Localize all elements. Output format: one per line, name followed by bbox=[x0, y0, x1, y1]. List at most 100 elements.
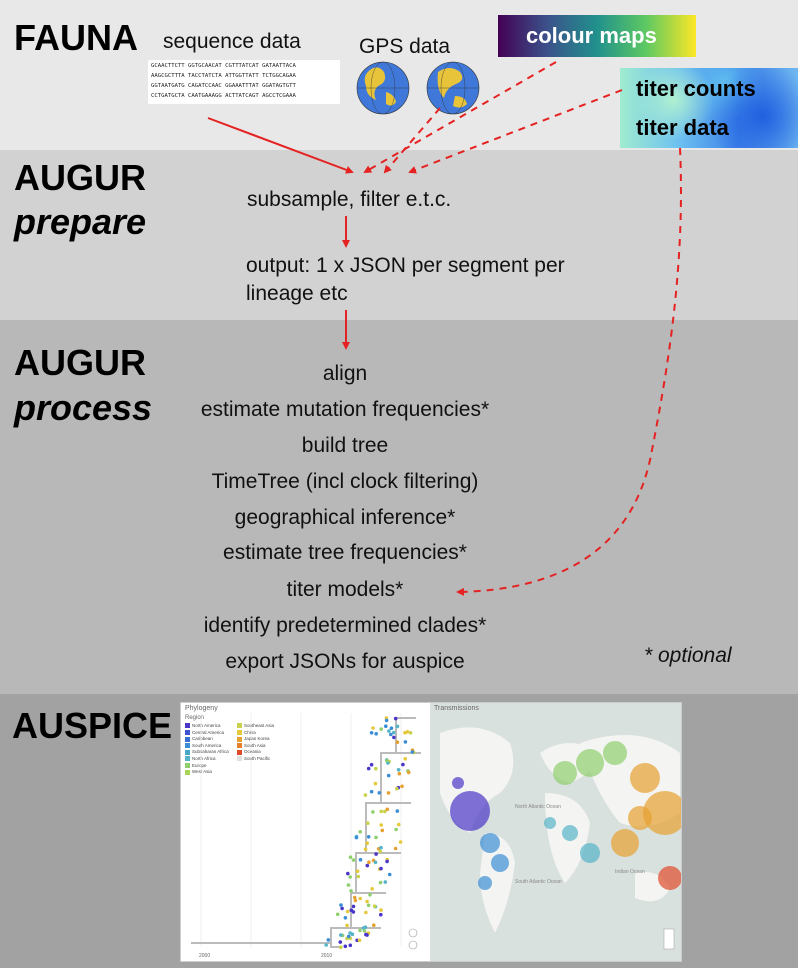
tree-tip bbox=[396, 822, 401, 827]
legend-swatch bbox=[185, 743, 190, 749]
legend-title: Region bbox=[185, 715, 205, 721]
sequence-line: CCTGATGCTA CAATGAAAGG ACTTATCAGT AGCCTCG… bbox=[151, 93, 296, 99]
map-bubble bbox=[643, 791, 681, 835]
legend-label: Central America bbox=[192, 729, 225, 735]
legend-label: North Africa bbox=[192, 756, 216, 761]
legend-item: China bbox=[237, 730, 256, 736]
process-step: align bbox=[322, 362, 368, 385]
augur-process-title-line2: process bbox=[14, 387, 153, 428]
tree-tip bbox=[379, 912, 383, 917]
legend-swatch bbox=[185, 762, 190, 768]
axis-tick: 2000 bbox=[199, 953, 210, 959]
tree-tip bbox=[379, 908, 383, 912]
legend-swatch bbox=[237, 756, 242, 762]
tree-tip bbox=[405, 730, 410, 734]
tree-tip bbox=[380, 828, 385, 833]
legend-label: West Asia bbox=[192, 769, 212, 775]
tree-tip bbox=[370, 887, 374, 891]
tree-tip bbox=[394, 827, 398, 832]
tree-tip bbox=[366, 821, 370, 825]
tree-tip bbox=[368, 893, 372, 897]
tree-tip bbox=[354, 835, 359, 840]
legend-label: Oceania bbox=[244, 749, 261, 755]
zoom-out-icon[interactable] bbox=[408, 940, 418, 950]
tree-tip bbox=[373, 860, 378, 865]
tree-tip bbox=[324, 943, 328, 947]
tree-tip bbox=[391, 730, 396, 735]
legend-item: South Asia bbox=[237, 743, 266, 749]
tree-tip bbox=[365, 899, 369, 904]
process-step: build tree bbox=[301, 434, 389, 457]
tree-tip bbox=[339, 903, 343, 907]
titer-data-label: titer data bbox=[636, 115, 729, 140]
legend-item: Japan Korea bbox=[237, 736, 270, 742]
axis-tick: 2010 bbox=[321, 953, 332, 959]
tree-tip bbox=[346, 883, 351, 887]
zoom-in-icon[interactable] bbox=[408, 928, 418, 938]
tree-tip bbox=[406, 770, 411, 775]
prepare-step-output-line2: lineage etc bbox=[246, 282, 348, 305]
tree-tip bbox=[385, 758, 389, 763]
tree-tip bbox=[364, 910, 368, 915]
legend-label: Japan Korea bbox=[244, 736, 270, 742]
tree-tip bbox=[397, 771, 402, 776]
legend-label: South Pacific bbox=[244, 756, 271, 761]
tree-tip bbox=[387, 872, 392, 877]
map-bubble bbox=[480, 833, 500, 853]
legend-item: Caribbean bbox=[185, 736, 213, 742]
tree-tip bbox=[408, 731, 413, 735]
tree-tip bbox=[400, 784, 404, 789]
legend-item: Subsaharan Africa bbox=[185, 749, 229, 755]
tree-tip bbox=[351, 904, 356, 909]
transmissions-map-panel: Transmissions North Atlantic Ocean South… bbox=[430, 703, 681, 961]
tree-tip bbox=[393, 716, 398, 721]
map-zoom-control[interactable] bbox=[663, 928, 675, 950]
map-label: South Atlantic Ocean bbox=[515, 879, 562, 885]
tree-tip bbox=[356, 874, 361, 879]
auspice-screenshot: Phylogeny Region North America Central Am… bbox=[180, 702, 682, 962]
tree-tip bbox=[395, 809, 400, 813]
gps-data-label: GPS data bbox=[359, 35, 451, 58]
tree-tip bbox=[374, 835, 378, 840]
world-map: North Atlantic Ocean South Atlantic Ocea… bbox=[440, 727, 681, 950]
tree-tip bbox=[374, 852, 378, 856]
tree-tip bbox=[389, 726, 394, 730]
tree-tip bbox=[326, 938, 331, 942]
sequence-line: GGTAATGATG CAGATCCAAC GGAAATTTAT GGATAGT… bbox=[151, 83, 296, 89]
phylogeny-panel: Phylogeny Region North America Central Am… bbox=[181, 703, 428, 961]
tree-tip bbox=[372, 904, 377, 908]
legend-label: South America bbox=[192, 742, 222, 748]
tree-tip bbox=[379, 809, 383, 814]
augur-prepare-title-line1: AUGUR bbox=[14, 157, 146, 198]
tree-tip bbox=[392, 735, 396, 740]
tree-tip bbox=[410, 750, 415, 754]
colour-maps-box: colour maps bbox=[498, 15, 696, 57]
map-bubble bbox=[562, 825, 578, 841]
tree-tip bbox=[366, 835, 371, 839]
auspice-title: AUSPICE bbox=[12, 705, 173, 746]
tree-tip bbox=[377, 791, 382, 795]
map-label: Indian Ocean bbox=[615, 869, 645, 875]
augur-process-title-line1: AUGUR bbox=[14, 342, 146, 383]
tree-tip bbox=[398, 840, 403, 844]
fauna-title: FAUNA bbox=[14, 17, 138, 58]
tree-tip bbox=[386, 773, 391, 778]
tree-tip bbox=[365, 863, 370, 868]
prepare-step-output-line1: output: 1 x JSON per segment per bbox=[246, 254, 565, 277]
region-legend: North America Central America Caribbean Sou… bbox=[185, 723, 295, 783]
map-bubble bbox=[658, 866, 681, 890]
tree-tip bbox=[401, 762, 405, 767]
tree-tip bbox=[352, 895, 357, 900]
tree-tip bbox=[387, 729, 391, 733]
tree-tip bbox=[374, 766, 378, 771]
map-bubble bbox=[491, 854, 509, 872]
legend-swatch bbox=[185, 756, 190, 762]
tree-tip bbox=[372, 923, 376, 927]
tree-tip bbox=[395, 724, 400, 729]
sequence-line: AAGCGCTTTA TACCTATCTA ATTGGTTATT TCTGGCA… bbox=[151, 73, 296, 79]
legend-label: South Asia bbox=[244, 742, 266, 748]
tree-tip bbox=[345, 923, 349, 928]
tree-tip bbox=[385, 859, 389, 864]
tree-tip bbox=[339, 933, 343, 937]
process-step: geographical inference* bbox=[234, 506, 456, 529]
